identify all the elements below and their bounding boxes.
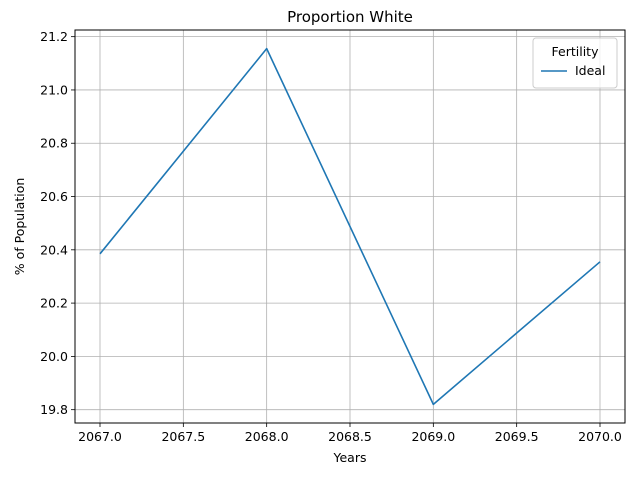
legend-entries: Ideal <box>541 63 605 78</box>
y-axis: 19.8 20.0 20.2 20.4 20.6 20.8 21.0 21.2 <box>40 29 75 417</box>
y-tick-label: 20.2 <box>40 296 68 311</box>
legend: Fertility Ideal <box>532 37 618 89</box>
chart-title: Proportion White <box>287 8 413 26</box>
y-tick-label: 20.4 <box>40 242 68 257</box>
x-tick-label: 2070.0 <box>578 429 622 444</box>
series-line <box>99 47 601 406</box>
series-layer <box>99 47 601 406</box>
x-tick-label: 2068.0 <box>245 429 289 444</box>
x-tick-label: 2067.5 <box>161 429 205 444</box>
x-axis-label: Years <box>333 450 367 465</box>
y-tick-label: 19.8 <box>40 402 68 417</box>
x-tick-label: 2067.0 <box>78 429 122 444</box>
x-tick-label: 2069.5 <box>495 429 539 444</box>
legend-label: Ideal <box>575 63 605 78</box>
x-tick-label: 2068.5 <box>328 429 372 444</box>
y-tick-label: 21.0 <box>40 82 68 97</box>
x-axis: 2067.0 2067.5 2068.0 2068.5 2069.0 2069.5 2070… <box>78 423 622 444</box>
x-tick-label: 2069.0 <box>411 429 455 444</box>
y-tick-label: 20.8 <box>40 136 68 151</box>
y-tick-label: 21.2 <box>40 29 68 44</box>
y-axis-label: % of Population <box>12 178 27 276</box>
legend-title: Fertility <box>552 44 600 59</box>
y-tick-label: 20.0 <box>40 349 68 364</box>
legend-box <box>532 37 618 89</box>
y-tick-label: 20.6 <box>40 189 68 204</box>
grid-lines <box>75 30 625 423</box>
